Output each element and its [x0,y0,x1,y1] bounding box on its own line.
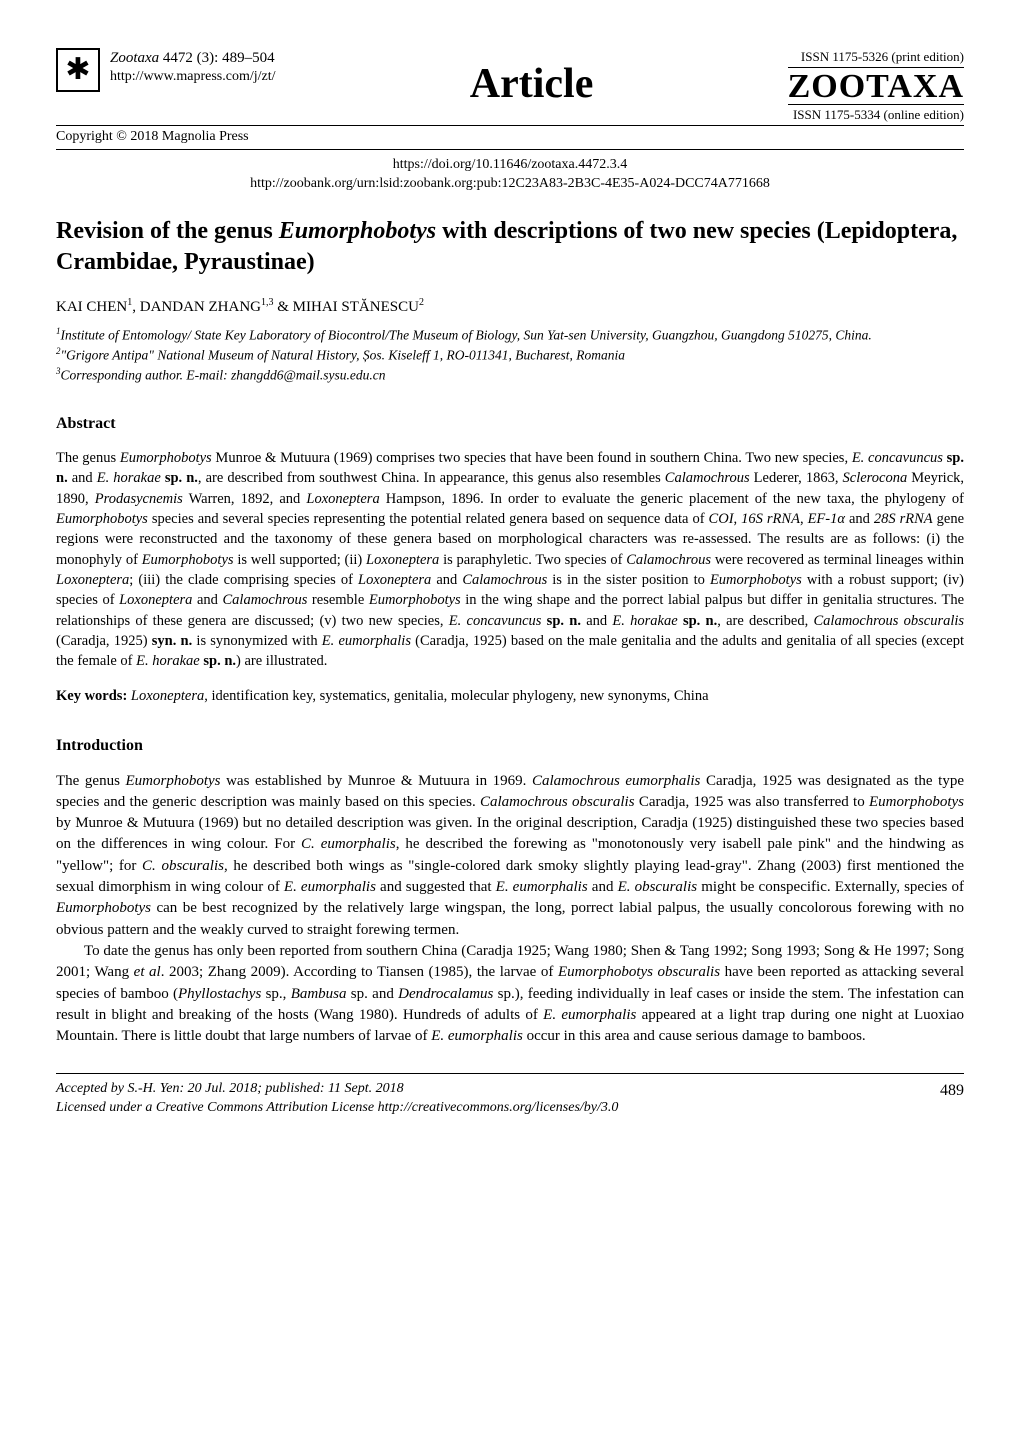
issn-online: ISSN 1175-5334 (online edition) [788,104,964,124]
affiliations: 1Institute of Entomology/ State Key Labo… [56,325,964,384]
journal-url: http://www.mapress.com/j/zt/ [110,68,276,87]
affiliation-3: 3Corresponding author. E-mail: zhangdd6@… [56,365,964,385]
introduction-para-1: The genus Eumorphobotys was established … [56,771,964,941]
journal-name: Zootaxa [110,50,159,66]
footer-left: Accepted by S.-H. Yen: 20 Jul. 2018; pub… [56,1080,618,1118]
header-row: Zootaxa 4472 (3): 489–504 http://www.map… [56,48,964,123]
affiliation-1: 1Institute of Entomology/ State Key Labo… [56,325,964,345]
accepted-line: Accepted by S.-H. Yen: 20 Jul. 2018; pub… [56,1080,618,1099]
author-sep-1: , [132,299,140,315]
author-sep-2: & [274,299,293,315]
introduction-heading: Introduction [56,735,964,757]
issn-print: ISSN 1175-5326 (print edition) [788,48,964,68]
journal-issue: 4472 (3): 489–504 [163,50,275,66]
introduction-para-2: To date the genus has only been reported… [56,941,964,1047]
journal-title-issue: Zootaxa 4472 (3): 489–504 [110,48,276,68]
keywords-body: Loxoneptera, identification key, systema… [127,688,708,704]
author-3: MIHAI STĂNESCU [293,299,419,315]
author-3-sup: 2 [419,297,424,308]
header-right: ISSN 1175-5326 (print edition) ZOOTAXA I… [788,48,964,123]
keywords-label: Key words: [56,688,127,704]
abstract-heading: Abstract [56,413,964,435]
article-title: Revision of the genus Eumorphobotys with… [56,216,964,278]
abstract-body: The genus Eumorphobotys Munroe & Mutuura… [56,448,964,671]
affiliation-3-text: Corresponding author. E-mail: zhangdd6@m… [61,367,386,382]
zoobank-link: http://zoobank.org/urn:lsid:zoobank.org:… [56,175,964,194]
affiliation-2-text: "Grigore Antipa" National Museum of Natu… [61,348,625,363]
journal-info: Zootaxa 4472 (3): 489–504 http://www.map… [110,48,276,87]
copyright-row: Copyright © 2018 Magnolia Press [56,125,964,150]
keywords-line: Key words: Loxoneptera, identification k… [56,687,964,707]
publisher-logo-icon [56,48,100,92]
authors-line: KAI CHEN1, DANDAN ZHANG1,3 & MIHAI STĂNE… [56,296,964,317]
doi-link: https://doi.org/10.11646/zootaxa.4472.3.… [56,156,964,175]
affiliation-1-text: Institute of Entomology/ State Key Labor… [61,328,872,343]
author-2-sup: 1,3 [261,297,274,308]
license-line: Licensed under a Creative Commons Attrib… [56,1099,618,1118]
author-2: DANDAN ZHANG [140,299,261,315]
affiliation-2: 2"Grigore Antipa" National Museum of Nat… [56,345,964,365]
author-1: KAI CHEN [56,299,127,315]
title-prefix: Revision of the genus [56,218,279,244]
zootaxa-wordmark: ZOOTAXA [788,70,964,104]
article-label: Article [470,56,594,113]
page-number: 489 [940,1080,964,1102]
title-genus: Eumorphobotys [279,218,436,244]
page-footer: Accepted by S.-H. Yen: 20 Jul. 2018; pub… [56,1073,964,1118]
doi-block: https://doi.org/10.11646/zootaxa.4472.3.… [56,156,964,194]
header-left: Zootaxa 4472 (3): 489–504 http://www.map… [56,48,276,92]
